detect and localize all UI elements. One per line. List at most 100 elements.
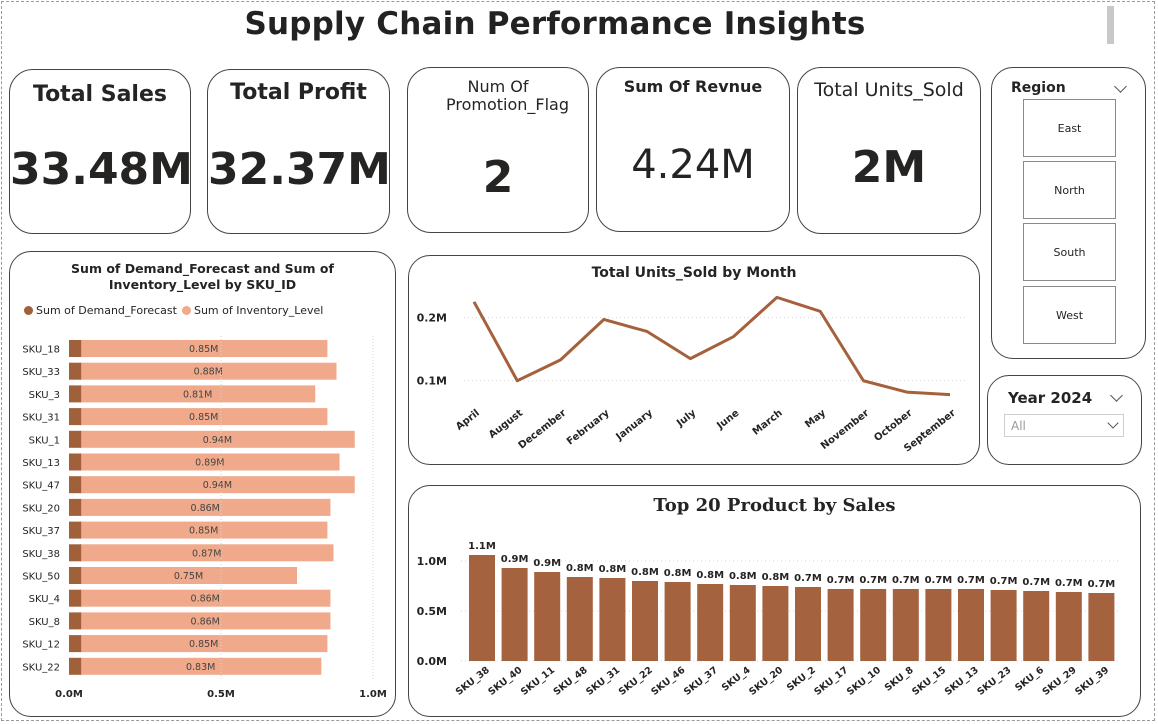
demand-bar xyxy=(69,498,82,516)
sales-bar xyxy=(795,587,821,661)
sku-label: SKU_37 xyxy=(22,526,60,537)
inventory-bar xyxy=(80,453,340,471)
sku-label: SKU_20 xyxy=(22,503,60,514)
scrollbar-thumb[interactable] xyxy=(1107,6,1114,44)
sales-bar xyxy=(1023,591,1050,661)
region-option-north[interactable]: North xyxy=(1023,161,1116,219)
sku-label: SKU_50 xyxy=(22,572,60,583)
data-label: 0.88M xyxy=(194,367,223,378)
y-tick-label: 0.2M xyxy=(417,312,447,325)
demand-inventory-chart-card[interactable]: Sum of Demand_Forecast and Sum of Invent… xyxy=(9,251,396,717)
data-label: 0.7M xyxy=(957,575,985,586)
region-option-south[interactable]: South xyxy=(1023,223,1116,281)
demand-bar xyxy=(69,612,82,630)
chevron-down-icon[interactable] xyxy=(1110,389,1123,402)
year-dropdown-value: All xyxy=(1011,419,1026,433)
data-label: 0.86M xyxy=(191,594,220,605)
x-tick-label: June xyxy=(714,408,741,433)
data-label: 0.7M xyxy=(1022,577,1050,588)
y-tick-label: 1.0M xyxy=(417,555,447,568)
inventory-bar xyxy=(80,635,328,653)
x-tick-label: May xyxy=(803,407,828,430)
chevron-down-icon[interactable] xyxy=(1114,80,1127,93)
demand-bar xyxy=(69,408,82,426)
demand-inventory-chart: SKU_18 0.85M SKU_33 0.88M SKU_3 0.81M SKU_31 0.… xyxy=(22,336,387,700)
year-slicer[interactable]: Year 2024 All xyxy=(987,375,1142,465)
units-line xyxy=(472,295,951,397)
kpi-total-sales[interactable]: Total Sales 33.48M xyxy=(9,69,193,234)
x-tick-label: October xyxy=(872,408,914,444)
top20-products-chart: 0.0M 0.5M 1.0M 1.1M SKU_38 0.9M SKU_40 0.9M SKU_… xyxy=(417,541,1119,698)
demand-bar xyxy=(69,521,82,539)
sku-label: SKU_1 xyxy=(29,435,60,446)
region-option-east[interactable]: East xyxy=(1023,99,1116,157)
top20-products-chart-card[interactable]: Top 20 Product by Sales 0.0M 0.5M 1.0M 1.1M… xyxy=(408,485,1141,717)
demand-bar xyxy=(69,385,82,403)
sales-bar xyxy=(892,589,919,661)
legend-label-demand: Sum of Demand_Forecast xyxy=(36,304,177,317)
x-tick-label: SKU_11 xyxy=(519,665,557,698)
data-label: 0.8M xyxy=(664,568,692,579)
sales-bar xyxy=(827,589,854,661)
x-tick-label: SKU_48 xyxy=(552,664,590,697)
demand-bar xyxy=(69,362,82,380)
sales-bar xyxy=(664,582,691,661)
x-tick-label: 0.0M xyxy=(55,689,83,700)
x-tick-label: SKU_17 xyxy=(812,665,850,698)
data-label: 0.86M xyxy=(191,503,220,514)
kpi-total-sales-label: Total Sales xyxy=(32,82,167,107)
inventory-bar xyxy=(80,362,337,380)
year-dropdown[interactable]: All xyxy=(1004,414,1124,437)
data-label: 0.7M xyxy=(827,575,855,586)
data-label: 0.7M xyxy=(859,575,887,586)
sales-bar xyxy=(534,572,561,661)
data-label: 0.9M xyxy=(501,554,529,565)
data-label: 0.7M xyxy=(1055,578,1083,589)
legend-dot-inventory xyxy=(181,306,191,315)
sales-bar xyxy=(501,568,528,661)
kpi-units-sold[interactable]: Total Units_Sold 2M xyxy=(797,67,981,234)
kpi-promotion-flag-label: Num Of Promotion_Flag xyxy=(446,77,570,115)
x-tick-label: SKU_10 xyxy=(845,664,883,697)
x-tick-label: March xyxy=(751,408,785,438)
x-tick-label: December xyxy=(517,408,569,452)
kpi-total-profit[interactable]: Total Profit 32.37M xyxy=(207,69,391,234)
kpi-revenue-label: Sum Of Revnue xyxy=(623,77,763,96)
region-option-west[interactable]: West xyxy=(1023,286,1116,344)
sku-label: SKU_13 xyxy=(22,458,60,469)
sku-label: SKU_4 xyxy=(29,594,60,605)
year-slicer-title: Year 2024 xyxy=(1008,389,1093,407)
page-title: Supply Chain Performance Insights xyxy=(244,6,866,42)
kpi-revenue-value: 4.24M xyxy=(631,142,755,188)
demand-bar xyxy=(69,340,82,357)
kpi-promotion-flag[interactable]: Num Of Promotion_Flag 2 xyxy=(407,67,589,233)
data-label: 0.8M xyxy=(599,564,627,575)
demand-bar xyxy=(69,635,82,653)
x-tick-label: 1.0M xyxy=(359,689,387,700)
data-label: 0.89M xyxy=(195,458,224,469)
demand-bar xyxy=(69,589,82,607)
sku-label: SKU_3 xyxy=(29,390,60,401)
sku-label: SKU_47 xyxy=(22,481,60,492)
x-tick-label: 0.5M xyxy=(207,689,235,700)
x-tick-label: SKU_38 xyxy=(454,664,492,697)
region-slicer-title: Region xyxy=(1011,80,1066,96)
sku-label: SKU_33 xyxy=(22,367,60,378)
region-slicer[interactable]: Region East North South West xyxy=(991,67,1146,359)
sales-bar xyxy=(990,590,1017,661)
sales-bar xyxy=(860,589,887,661)
inventory-bar xyxy=(80,385,316,403)
kpi-revenue[interactable]: Sum Of Revnue 4.24M xyxy=(596,67,790,232)
units-by-month-chart-card[interactable]: Total Units_Sold by Month 0.1M 0.2M April A… xyxy=(408,255,980,465)
data-label: 0.7M xyxy=(990,576,1018,587)
kpi-total-profit-value: 32.37M xyxy=(208,144,391,195)
sales-bar xyxy=(1088,593,1115,661)
sales-bar xyxy=(697,584,724,661)
demand-bar xyxy=(69,453,82,471)
x-tick-label: August xyxy=(487,408,525,441)
data-label: 0.85M xyxy=(189,526,218,537)
inventory-bar xyxy=(80,340,328,357)
data-label: 0.94M xyxy=(203,435,232,446)
sales-bar xyxy=(599,578,626,661)
units-by-month-chart-title: Total Units_Sold by Month xyxy=(591,265,797,281)
